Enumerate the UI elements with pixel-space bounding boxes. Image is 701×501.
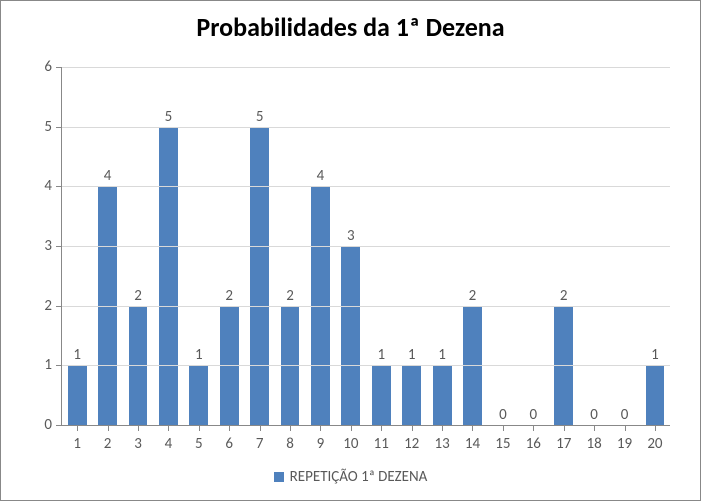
x-tick-label: 1 <box>62 435 92 453</box>
x-tick-label: 3 <box>123 435 153 453</box>
y-tick <box>56 365 62 366</box>
y-tick-label: 6 <box>44 58 52 76</box>
x-tick-label: 4 <box>153 435 183 453</box>
bar-value-label: 1 <box>408 348 416 363</box>
x-tick-label: 15 <box>488 435 518 453</box>
y-tick-label: 2 <box>44 297 52 315</box>
legend-swatch <box>274 472 284 482</box>
x-tick <box>655 425 656 431</box>
x-tick <box>594 425 595 431</box>
y-tick <box>56 425 62 426</box>
x-tick-label: 9 <box>305 435 335 453</box>
bar-value-label: 4 <box>317 169 325 184</box>
x-tick-label: 5 <box>184 435 214 453</box>
x-tick <box>199 425 200 431</box>
bar-value-label: 1 <box>438 348 446 363</box>
x-tick-label: 7 <box>244 435 274 453</box>
bar-value-label: 2 <box>560 289 568 304</box>
bar <box>68 365 87 425</box>
bar <box>159 127 178 425</box>
y-tick-label: 4 <box>44 177 52 195</box>
y-tick-label: 3 <box>44 237 52 255</box>
y-tick <box>56 127 62 128</box>
gridline <box>62 186 670 187</box>
y-tick <box>56 306 62 307</box>
y-tick-label: 5 <box>44 118 52 136</box>
x-tick <box>290 425 291 431</box>
x-tick <box>564 425 565 431</box>
x-tick <box>229 425 230 431</box>
bar <box>189 365 208 425</box>
x-tick <box>412 425 413 431</box>
x-tick <box>108 425 109 431</box>
x-tick <box>442 425 443 431</box>
bar-value-label: 1 <box>651 348 659 363</box>
x-tick-label: 18 <box>579 435 609 453</box>
bar-value-label: 5 <box>165 110 173 125</box>
legend: REPETIÇÃO 1ª DEZENA <box>1 460 700 500</box>
y-tick-label: 0 <box>44 416 52 434</box>
x-tick <box>503 425 504 431</box>
gridline <box>62 67 670 68</box>
x-tick <box>168 425 169 431</box>
x-tick-label: 20 <box>640 435 670 453</box>
chart-container: Probabilidades da 1ª Dezena 114223541526… <box>0 0 701 501</box>
bar-value-label: 3 <box>347 229 355 244</box>
bar-value-label: 2 <box>225 289 233 304</box>
gridline <box>62 246 670 247</box>
bar <box>372 365 391 425</box>
bar-value-label: 2 <box>469 289 477 304</box>
y-tick <box>56 67 62 68</box>
x-tick <box>625 425 626 431</box>
x-tick <box>138 425 139 431</box>
gridline <box>62 306 670 307</box>
x-tick-label: 2 <box>92 435 122 453</box>
plot-area: 1142235415265728493101111121132140150162… <box>61 67 670 426</box>
bar-value-label: 4 <box>104 169 112 184</box>
bar <box>433 365 452 425</box>
y-tick <box>56 246 62 247</box>
y-tick-label: 1 <box>44 356 52 374</box>
chart-title: Probabilidades da 1ª Dezena <box>1 1 700 47</box>
x-tick-label: 14 <box>457 435 487 453</box>
x-tick-label: 8 <box>275 435 305 453</box>
x-tick-label: 19 <box>609 435 639 453</box>
x-tick <box>320 425 321 431</box>
x-tick <box>533 425 534 431</box>
plot-wrap: 1142235415265728493101111121132140150162… <box>21 57 680 456</box>
legend-label: REPETIÇÃO 1ª DEZENA <box>290 468 428 486</box>
gridline <box>62 365 670 366</box>
gridline <box>62 127 670 128</box>
x-tick <box>77 425 78 431</box>
x-tick <box>260 425 261 431</box>
x-tick <box>472 425 473 431</box>
bar <box>341 246 360 425</box>
x-tick <box>381 425 382 431</box>
x-tick-label: 12 <box>396 435 426 453</box>
bar-value-label: 0 <box>621 408 629 423</box>
bar-value-label: 1 <box>377 348 385 363</box>
bar <box>402 365 421 425</box>
x-tick-label: 6 <box>214 435 244 453</box>
x-tick <box>351 425 352 431</box>
bar-value-label: 0 <box>529 408 537 423</box>
x-tick-label: 13 <box>427 435 457 453</box>
bar-value-label: 1 <box>195 348 203 363</box>
x-tick-label: 11 <box>366 435 396 453</box>
bar <box>646 365 665 425</box>
bar <box>250 127 269 425</box>
x-tick-label: 16 <box>518 435 548 453</box>
bar-value-label: 0 <box>499 408 507 423</box>
bar-value-label: 2 <box>134 289 142 304</box>
bar-value-label: 0 <box>590 408 598 423</box>
bar-value-label: 5 <box>256 110 264 125</box>
bar-value-label: 2 <box>286 289 294 304</box>
bar-value-label: 1 <box>73 348 81 363</box>
y-tick <box>56 186 62 187</box>
x-tick-label: 17 <box>549 435 579 453</box>
x-tick-label: 10 <box>336 435 366 453</box>
